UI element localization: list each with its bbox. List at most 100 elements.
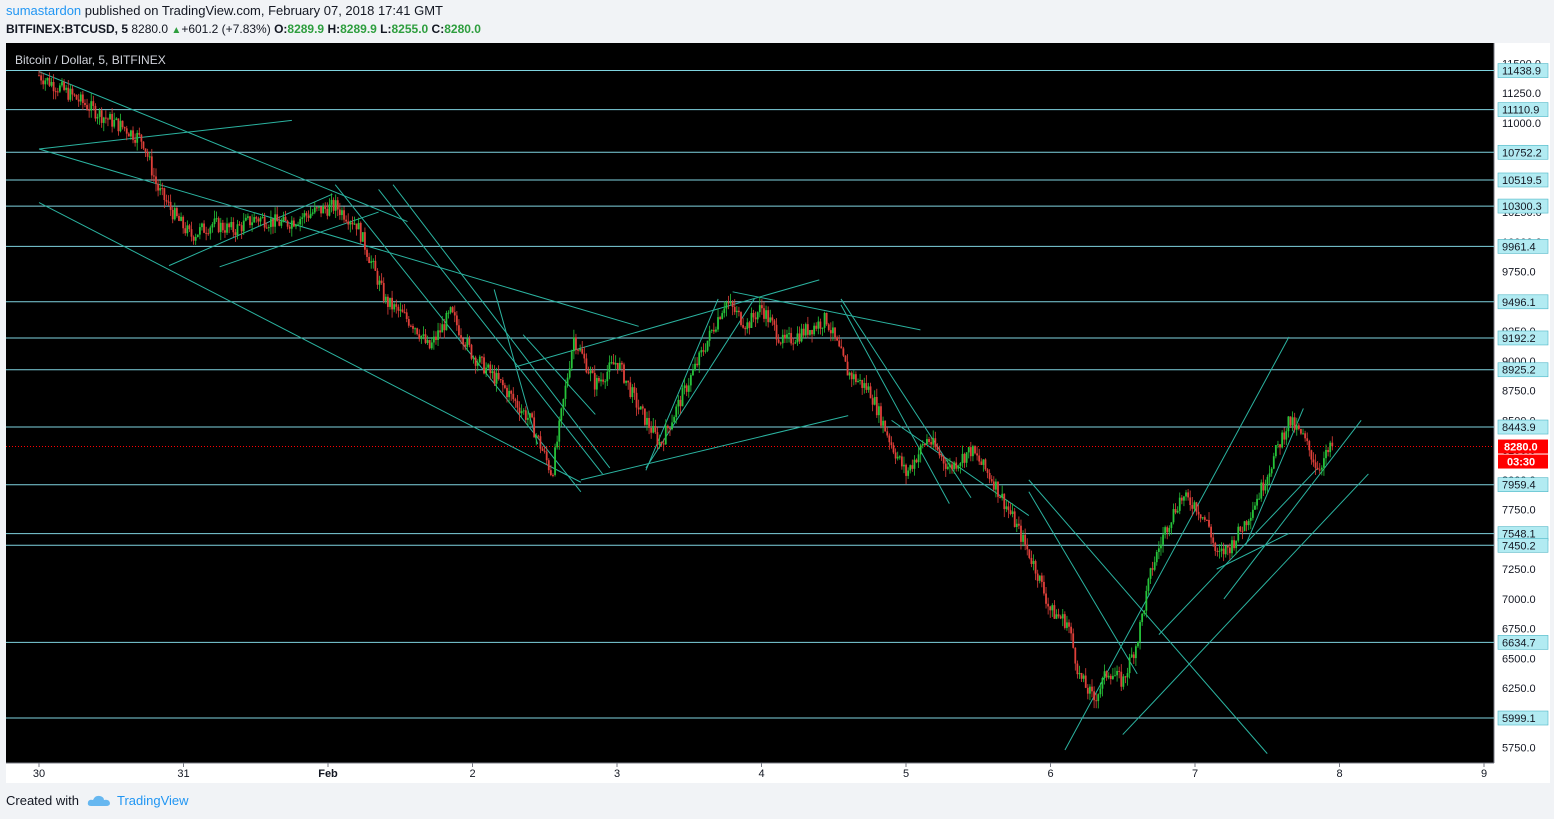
candle-body [631, 387, 634, 397]
candle-body [295, 224, 297, 227]
candle-body [1143, 610, 1146, 614]
candle-body [67, 87, 70, 100]
candle-body [1109, 675, 1112, 680]
candle-body [1132, 654, 1135, 659]
candle-body [972, 446, 974, 457]
candle-body [374, 260, 377, 271]
candle-body [372, 260, 375, 262]
candle-body [1013, 511, 1016, 527]
candle-body [48, 77, 51, 86]
candle-body [1160, 544, 1162, 549]
candle-body [508, 390, 510, 398]
candle-body [635, 392, 638, 408]
trend-line [392, 184, 611, 469]
level-price-label: 11110.9 [1502, 105, 1539, 117]
tradingview-link[interactable]: TradingView [116, 793, 189, 808]
candle-body [98, 110, 101, 117]
candle-body [1270, 468, 1273, 474]
candle-body [257, 218, 260, 222]
candle-body [1203, 517, 1206, 520]
candle-body [608, 362, 611, 372]
x-tick-label: 4 [758, 768, 764, 780]
candle-body [1243, 521, 1246, 532]
trend-line [1028, 491, 1138, 675]
candle-body [136, 132, 139, 143]
candle-body [1325, 449, 1327, 459]
candle-body [449, 307, 452, 313]
candle-body [1147, 578, 1150, 591]
candle-body [219, 222, 222, 233]
candle-body [96, 116, 99, 119]
candle-body [969, 447, 972, 457]
candle-body [286, 220, 289, 227]
trend-line [168, 193, 333, 267]
candle-body [46, 77, 49, 81]
candle-body [389, 297, 391, 307]
candle-body [953, 462, 956, 470]
candle-body [1293, 417, 1296, 430]
candle-body [378, 280, 381, 285]
candle-body [1180, 497, 1183, 501]
close-label: C: [431, 22, 445, 36]
candle-body [426, 340, 429, 343]
candle-body [1066, 622, 1068, 628]
level-price-label: 8925.2 [1502, 365, 1536, 377]
candle-body [1329, 442, 1332, 453]
candle-body [1228, 547, 1231, 554]
y-tick-label: 6500.0 [1502, 653, 1536, 665]
symbol-summary: BITFINEX:BTCUSD, 5 8280.0 ▲+601.2 (+7.83… [6, 22, 481, 36]
candle-body [994, 481, 997, 490]
low-value: 8255.0 [391, 22, 429, 36]
candle-body [1201, 517, 1204, 519]
last-price: 8280.0 [131, 22, 169, 36]
candle-body [501, 380, 504, 386]
candle-body [813, 325, 816, 335]
candle-body [896, 456, 899, 459]
candle-body [1164, 527, 1167, 535]
time-axis[interactable] [6, 763, 1550, 783]
author-link[interactable]: sumastardon [6, 3, 82, 18]
candle-body [265, 227, 268, 229]
candle-body [441, 324, 444, 333]
candle-body [489, 364, 492, 374]
y-tick-label: 6250.0 [1502, 683, 1536, 695]
candle-body [493, 371, 496, 384]
candle-body [1128, 657, 1131, 674]
candle-body [610, 362, 613, 364]
candle-body [666, 425, 669, 429]
candle-body [681, 388, 684, 407]
candle-body [700, 350, 703, 353]
candle-body [579, 348, 582, 351]
candle-body [428, 340, 431, 349]
candle-body [844, 355, 847, 362]
candle-body [63, 81, 65, 90]
publish-info: sumastardon published on TradingView.com… [6, 3, 443, 18]
candle-body [629, 382, 632, 397]
candle-body [56, 91, 59, 93]
candle-body [512, 393, 515, 400]
y-tick-label: 7250.0 [1502, 564, 1536, 576]
candle-body [522, 410, 525, 412]
candle-body [361, 232, 364, 242]
candle-body [1174, 509, 1177, 513]
candle-body [1302, 433, 1304, 435]
candle-body [343, 210, 345, 220]
candle-body [186, 225, 189, 234]
candle-body [566, 377, 569, 386]
candle-body [495, 373, 498, 384]
price-chart[interactable]: 11500.011250.011000.010750.010500.010250… [6, 43, 1550, 783]
candle-body [1239, 526, 1242, 531]
candle-body [305, 213, 308, 216]
candle-body [134, 139, 137, 143]
candle-body [1120, 671, 1123, 687]
candle-body [529, 413, 531, 418]
candle-body [909, 465, 912, 471]
candle-body [1295, 425, 1298, 430]
candle-body [1114, 675, 1116, 677]
candle-body [368, 256, 371, 263]
candle-body [982, 459, 985, 465]
candle-body [602, 379, 605, 382]
candle-body [756, 312, 759, 320]
candle-body [190, 229, 193, 237]
candle-body [180, 216, 182, 221]
